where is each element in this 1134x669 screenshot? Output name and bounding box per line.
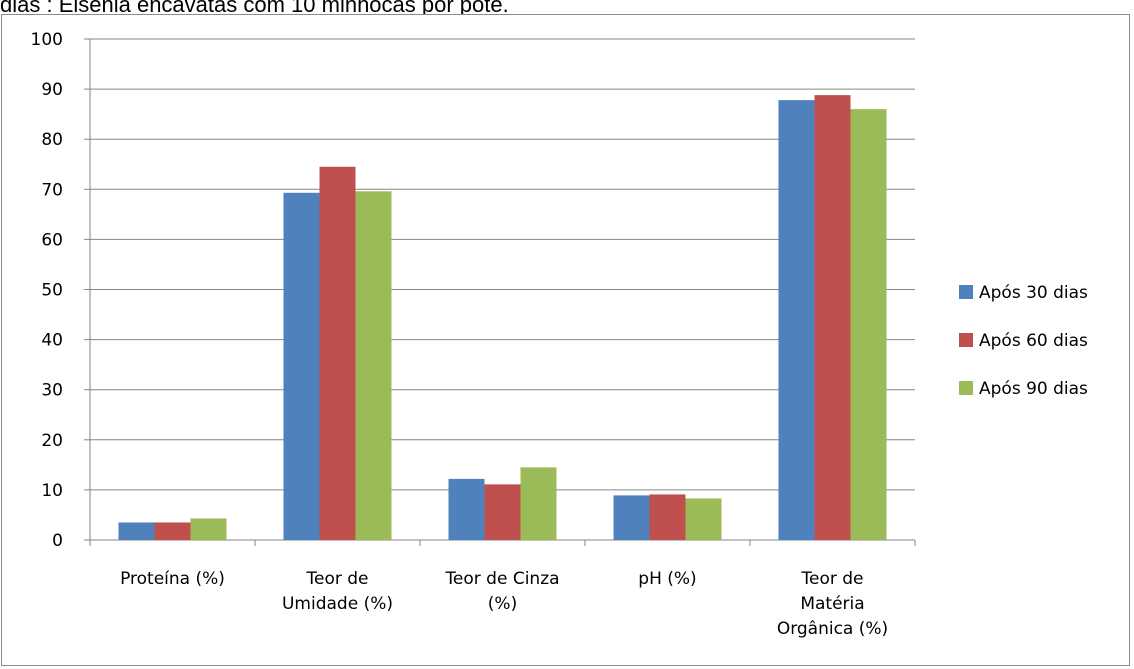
legend-label: Após 90 dias xyxy=(979,379,1088,399)
y-tick-label: 100 xyxy=(31,30,63,50)
x-tick-label: Proteína (%) xyxy=(120,569,225,589)
y-tick-labels: 0 10 20 30 40 50 60 70 80 90 100 xyxy=(31,30,63,551)
x-tick-label: (%) xyxy=(488,594,517,614)
bar xyxy=(685,498,722,540)
bar xyxy=(613,495,650,540)
x-tick-label: Teor de xyxy=(306,569,369,589)
x-tick-labels: Proteína (%) Teor de Umidade (%) Teor de Ci… xyxy=(120,569,888,639)
legend: Após 30 dias Após 60 dias Após 90 dias xyxy=(959,283,1088,399)
y-tick-label: 90 xyxy=(41,80,63,100)
bar xyxy=(778,100,815,540)
bar xyxy=(448,478,485,540)
y-tick-label: 70 xyxy=(41,180,63,200)
bar xyxy=(118,522,155,540)
legend-label: Após 30 dias xyxy=(979,283,1088,303)
chart-caption: dias : Eisenia encavatas com 10 minhocas… xyxy=(0,0,509,17)
legend-swatch xyxy=(959,333,973,347)
bar xyxy=(319,166,356,540)
legend-swatch xyxy=(959,381,973,395)
bars xyxy=(118,95,887,540)
x-tick-label: Teor de Cinza xyxy=(444,569,559,589)
y-tick-label: 10 xyxy=(41,481,63,501)
x-tick-label: pH (%) xyxy=(638,569,696,589)
x-tick-label: Orgânica (%) xyxy=(777,619,888,639)
gridlines xyxy=(84,38,915,541)
y-tick-label: 0 xyxy=(52,531,63,551)
bar xyxy=(154,522,191,540)
bar xyxy=(850,109,887,540)
bar xyxy=(484,484,521,540)
bar xyxy=(520,467,557,540)
y-tick-label: 50 xyxy=(41,281,63,301)
y-tick-label: 60 xyxy=(41,230,63,250)
bar xyxy=(649,494,686,540)
y-tick-label: 80 xyxy=(41,130,63,150)
bar xyxy=(814,95,851,540)
bar xyxy=(283,192,320,540)
y-tick-label: 40 xyxy=(41,331,63,351)
bar xyxy=(355,191,392,540)
x-tick-label: Matéria xyxy=(800,594,864,614)
legend-label: Após 60 dias xyxy=(979,331,1088,351)
bar xyxy=(190,518,227,540)
legend-swatch xyxy=(959,285,973,299)
y-tick-label: 30 xyxy=(41,381,63,401)
y-tick-label: 20 xyxy=(41,431,63,451)
x-tick-label: Teor de xyxy=(801,569,864,589)
x-tick-label: Umidade (%) xyxy=(282,594,393,614)
